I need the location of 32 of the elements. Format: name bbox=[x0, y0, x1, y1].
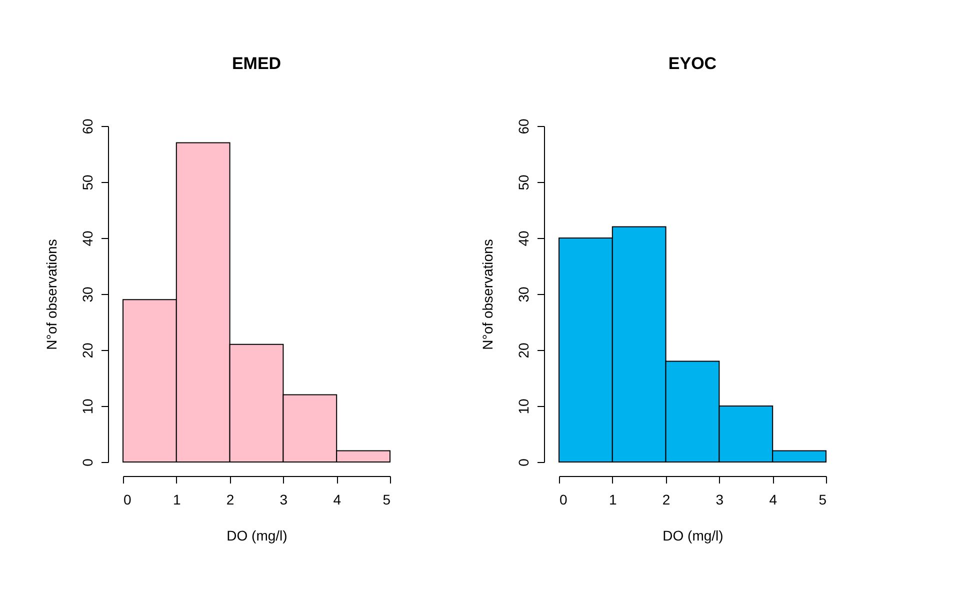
y-tick-label: 0 bbox=[516, 458, 532, 466]
y-tick-label: 10 bbox=[516, 398, 532, 414]
x-axis-title: DO (mg/l) bbox=[662, 528, 724, 544]
chart-title: EYOC bbox=[668, 54, 717, 74]
x-tick-label: 3 bbox=[280, 492, 288, 508]
x-axis-title: DO (mg/l) bbox=[226, 528, 288, 544]
y-tick-label: 30 bbox=[516, 286, 532, 302]
y-axis-title: N°of observations bbox=[44, 239, 60, 350]
x-tick-label: 0 bbox=[124, 492, 132, 508]
x-tick-label: 1 bbox=[609, 492, 617, 508]
x-tick-label: 5 bbox=[382, 492, 391, 508]
x-tick-label: 2 bbox=[662, 492, 670, 508]
y-tick-label: 20 bbox=[516, 342, 532, 358]
x-tick-label: 3 bbox=[716, 492, 724, 508]
x-tick-label: 0 bbox=[560, 492, 568, 508]
y-tick-label: 60 bbox=[516, 118, 532, 134]
x-tick-label: 5 bbox=[818, 492, 827, 508]
y-tick-label: 50 bbox=[80, 174, 96, 190]
x-tick-label: 2 bbox=[226, 492, 234, 508]
y-tick-label: 40 bbox=[516, 230, 532, 246]
y-tick-label: 20 bbox=[80, 342, 96, 358]
y-tick-label: 40 bbox=[80, 230, 96, 246]
y-tick-label: 0 bbox=[80, 458, 96, 466]
y-tick-label: 60 bbox=[80, 118, 96, 134]
y-tick-label: 50 bbox=[516, 174, 532, 190]
chart-title: EMED bbox=[232, 54, 282, 74]
y-tick-label: 30 bbox=[80, 286, 96, 302]
x-tick-label: 1 bbox=[173, 492, 181, 508]
y-tick-label: 10 bbox=[80, 398, 96, 414]
x-tick-label: 4 bbox=[769, 492, 778, 508]
y-axis-title: N°of observations bbox=[480, 239, 496, 350]
x-tick-label: 4 bbox=[333, 492, 342, 508]
